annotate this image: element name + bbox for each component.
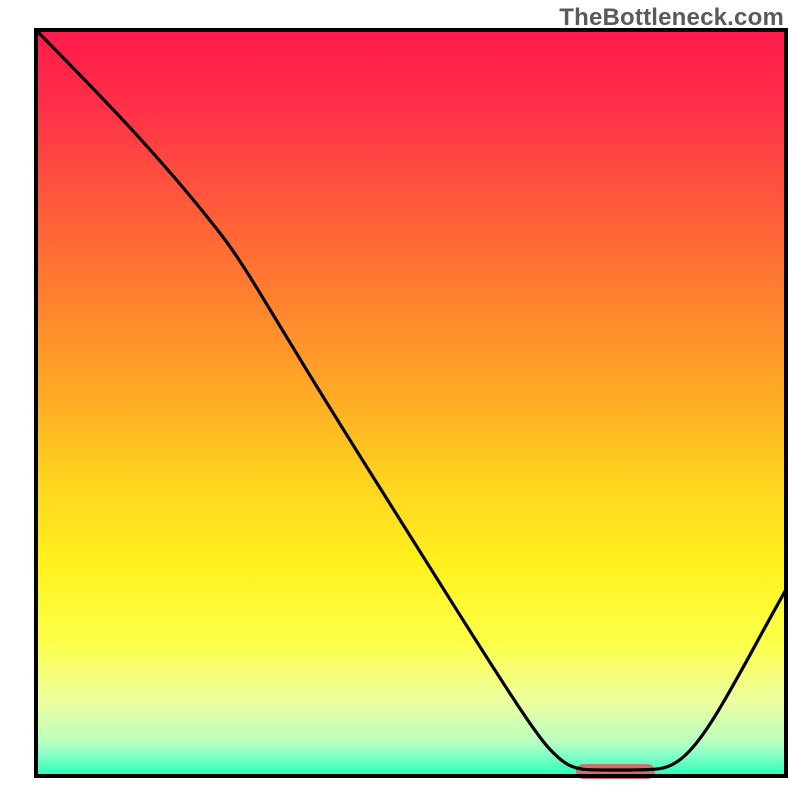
bottleneck-chart	[0, 0, 800, 800]
chart-container: { "chart": { "type": "line-over-gradient…	[0, 0, 800, 800]
watermark-text: TheBottleneck.com	[559, 4, 784, 32]
gradient-background	[36, 30, 786, 776]
